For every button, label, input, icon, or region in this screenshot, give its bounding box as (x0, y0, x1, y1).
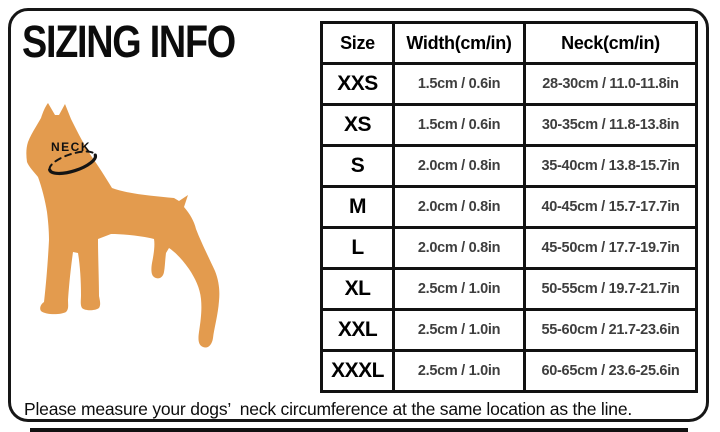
col-header-neck: Neck(cm/in) (523, 21, 698, 65)
width-cell: 2.5cm / 1.0in (392, 308, 526, 352)
neck-cell: 50-55cm / 19.7-21.7in (523, 267, 698, 311)
size-cell: M (320, 185, 395, 229)
table-row: XXS 1.5cm / 0.6in 28-30cm / 11.0-11.8in (320, 62, 698, 106)
table-row: L 2.0cm / 0.8in 45-50cm / 17.7-19.7in (320, 226, 698, 270)
table-row: XXXL 2.5cm / 1.0in 60-65cm / 23.6-25.6in (320, 349, 698, 393)
width-cell: 1.5cm / 0.6in (392, 103, 526, 147)
page-title: SIZING INFO (22, 16, 236, 67)
size-cell: XXXL (320, 349, 395, 393)
neck-cell: 30-35cm / 11.8-13.8in (523, 103, 698, 147)
measurement-note: Please measure your dogs’ neck circumfer… (24, 399, 633, 419)
neck-label: NECK (51, 140, 91, 154)
neck-cell: 45-50cm / 17.7-19.7in (523, 226, 698, 270)
dog-silhouette (26, 103, 220, 348)
width-cell: 2.0cm / 0.8in (392, 185, 526, 229)
table-row: XS 1.5cm / 0.6in 30-35cm / 11.8-13.8in (320, 103, 698, 147)
neck-measure-line (48, 150, 98, 176)
size-table: Size Width(cm/in) Neck(cm/in) XXS 1.5cm /… (320, 21, 698, 393)
neck-line-dashed-top (48, 150, 97, 171)
neck-cell: 55-60cm / 21.7-23.6in (523, 308, 698, 352)
size-cell: XXL (320, 308, 395, 352)
page-border (8, 8, 709, 422)
table-header-row: Size Width(cm/in) Neck(cm/in) (320, 21, 698, 65)
width-cell: 2.0cm / 0.8in (392, 226, 526, 270)
neck-cell: 28-30cm / 11.0-11.8in (523, 62, 698, 106)
size-cell: XS (320, 103, 395, 147)
width-cell: 2.0cm / 0.8in (392, 144, 526, 188)
table-row: XXL 2.5cm / 1.0in 55-60cm / 21.7-23.6in (320, 308, 698, 352)
size-cell: L (320, 226, 395, 270)
width-cell: 1.5cm / 0.6in (392, 62, 526, 106)
neck-cell: 40-45cm / 15.7-17.7in (523, 185, 698, 229)
neck-cell: 35-40cm / 13.8-15.7in (523, 144, 698, 188)
width-cell: 2.5cm / 1.0in (392, 349, 526, 393)
bottom-edge-bar (30, 428, 688, 432)
table-row: M 2.0cm / 0.8in 40-45cm / 15.7-17.7in (320, 185, 698, 229)
table-row: XL 2.5cm / 1.0in 50-55cm / 19.7-21.7in (320, 267, 698, 311)
neck-cell: 60-65cm / 23.6-25.6in (523, 349, 698, 393)
size-cell: S (320, 144, 395, 188)
size-cell: XXS (320, 62, 395, 106)
dog-illustration: NECK (26, 103, 220, 348)
size-cell: XL (320, 267, 395, 311)
col-header-width: Width(cm/in) (392, 21, 526, 65)
col-header-size: Size (320, 21, 395, 65)
table-row: S 2.0cm / 0.8in 35-40cm / 13.8-15.7in (320, 144, 698, 188)
width-cell: 2.5cm / 1.0in (392, 267, 526, 311)
neck-line-solid-bottom (48, 153, 98, 176)
